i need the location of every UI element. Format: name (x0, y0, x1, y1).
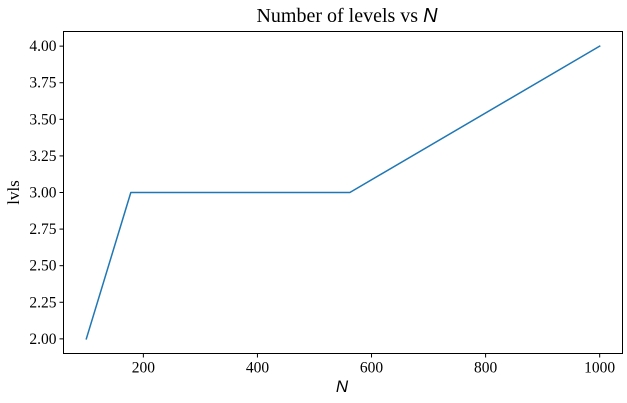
x-tick-label: 200 (132, 360, 156, 377)
y-tick-label: 2.25 (29, 294, 56, 311)
chart-title: Number of levels vs N (256, 5, 438, 27)
y-tick-label: 2.75 (29, 221, 56, 238)
series-layer (85, 45, 601, 340)
y-tick-label: 3.75 (29, 75, 56, 92)
y-tick-label: 4.00 (29, 38, 56, 55)
plot-frame (63, 31, 623, 354)
y-tick-label: 3.25 (29, 148, 56, 165)
y-axis: 2.00 2.25 2.50 2.75 3.00 3.25 3.50 3.75 4.00 (29, 38, 64, 348)
y-tick-label: 3.50 (29, 111, 56, 128)
x-tick-label: 800 (474, 360, 498, 377)
y-tick-label: 2.50 (29, 258, 56, 275)
x-tick-label: 400 (246, 360, 270, 377)
y-axis-label: lvls (4, 180, 23, 205)
x-tick-label: 1000 (584, 360, 615, 377)
chart-title-prefix: Number of levels vs (256, 5, 423, 27)
x-axis-label: N (336, 377, 349, 396)
y-tick-label: 3.00 (29, 185, 56, 202)
chart-title-math: N (423, 5, 438, 27)
x-axis: 200 400 600 800 1000 (132, 353, 615, 377)
x-tick-label: 600 (360, 360, 384, 377)
y-tick-label: 2.00 (29, 331, 56, 348)
series-line (85, 45, 601, 340)
